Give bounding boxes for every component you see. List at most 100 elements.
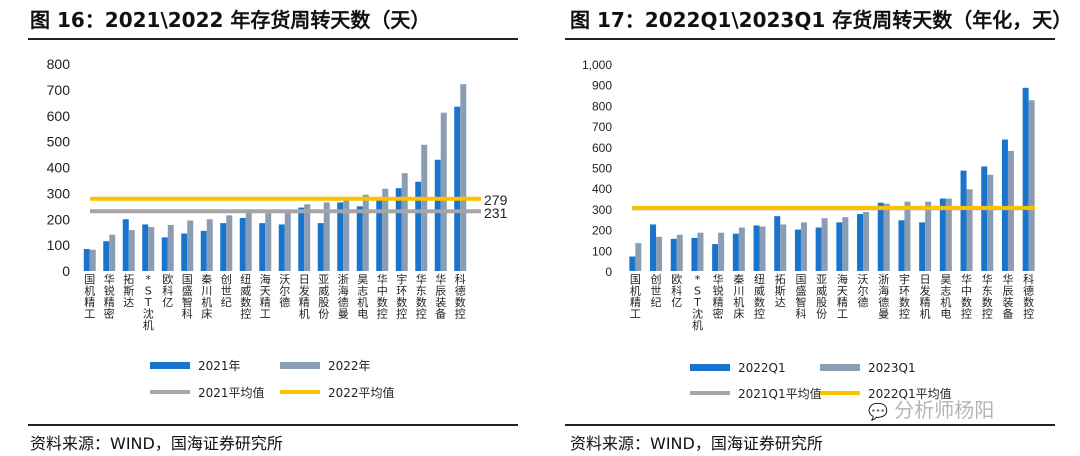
watermark: 💬 分析师杨阳 bbox=[868, 394, 994, 423]
c1-bar-s2 bbox=[966, 189, 973, 271]
c0-bar-s2 bbox=[440, 112, 447, 272]
c0-ytick-label: 300 bbox=[47, 185, 71, 201]
c1-bar-s1 bbox=[794, 229, 801, 271]
right-legend-avg2021q1-label: 2021Q1平均值 bbox=[738, 386, 822, 401]
c0-x-category-label: 宇环数控 bbox=[396, 273, 407, 321]
c0-bar-s1 bbox=[259, 223, 266, 271]
right-title-rule bbox=[565, 38, 1055, 40]
c1-bar-s2 bbox=[925, 201, 932, 271]
c1-bar-s1 bbox=[629, 256, 636, 271]
c1-bar-s1 bbox=[960, 170, 967, 271]
c1-x-category-label: * S T 沈机 bbox=[692, 273, 703, 332]
c1-bar-s2 bbox=[904, 201, 911, 271]
c1-x-category-label: 沃尔德 bbox=[858, 273, 869, 309]
right-legend-2023q1-swatch bbox=[820, 364, 860, 371]
c0-x-category-label: 华锐精密 bbox=[104, 272, 115, 321]
c1-x-category-label: 秦川机床 bbox=[733, 272, 744, 321]
c1-x-category-label: 浙海德曼 bbox=[878, 273, 889, 321]
c0-x-category-label: 华辰装备 bbox=[435, 272, 446, 321]
left-legend-2022-swatch bbox=[280, 362, 320, 369]
c0-bar-s1 bbox=[161, 237, 168, 271]
left-legend-2021-label: 2021年 bbox=[198, 359, 241, 373]
c1-bar-s1 bbox=[774, 216, 781, 271]
c1-x-category-label: 海天精工 bbox=[837, 272, 848, 321]
c1-ytick-label: 0 bbox=[605, 265, 612, 279]
c0-x-category-label: 科德数控 bbox=[455, 272, 466, 321]
c0-bar-s2 bbox=[206, 219, 213, 271]
c1-x-category-label: 纽威数控 bbox=[754, 272, 765, 321]
left-legend-2021-swatch bbox=[150, 362, 190, 369]
c1-x-category-label: 科德数控 bbox=[1023, 272, 1034, 321]
c0-bar-s1 bbox=[200, 230, 207, 271]
c0-ytick-label: 100 bbox=[47, 237, 71, 253]
c0-bar-s2 bbox=[109, 234, 116, 271]
c1-x-category-label: 国盛智科 bbox=[795, 273, 806, 321]
c0-bar-s2 bbox=[148, 227, 155, 271]
c0-x-category-label: 浙海德曼 bbox=[338, 273, 349, 321]
c0-bar-s1 bbox=[454, 106, 461, 271]
c0-x-category-label: * S T 沈机 bbox=[143, 273, 154, 332]
c0-bar-s2 bbox=[167, 224, 174, 271]
c0-bar-s1 bbox=[395, 188, 402, 271]
c0-average-value-label: 279 bbox=[484, 192, 508, 208]
c1-bar-s1 bbox=[836, 222, 843, 271]
left-source: 资料来源：WIND，国海证券研究所 bbox=[30, 434, 283, 453]
c1-bar-s2 bbox=[800, 222, 807, 271]
c1-bar-s2 bbox=[1007, 150, 1014, 271]
c0-bar-s1 bbox=[181, 233, 188, 271]
c1-ytick-label: 300 bbox=[592, 203, 612, 217]
c1-bar-s1 bbox=[1022, 87, 1029, 272]
c1-bar-s2 bbox=[883, 203, 890, 271]
c0-bar-s2 bbox=[226, 215, 233, 271]
c1-x-category-label: 华锐精密 bbox=[713, 272, 724, 321]
c1-ytick-label: 100 bbox=[592, 244, 612, 258]
c1-bar-s1 bbox=[1001, 139, 1008, 271]
left-legend-avg2022-label: 2022平均值 bbox=[328, 385, 395, 400]
c0-bar-s1 bbox=[298, 207, 305, 271]
c0-bar-s2 bbox=[323, 202, 330, 271]
c1-bar-s2 bbox=[945, 198, 952, 271]
c0-bar-s2 bbox=[382, 188, 389, 271]
c0-x-category-label: 秦川机床 bbox=[201, 272, 212, 321]
left-source-rule bbox=[28, 424, 518, 426]
c0-bar-s1 bbox=[220, 223, 227, 271]
c0-bar-s2 bbox=[187, 220, 194, 271]
c1-ytick-label: 500 bbox=[592, 162, 612, 176]
c0-ytick-label: 400 bbox=[47, 160, 71, 176]
c0-bar-s1 bbox=[434, 159, 441, 271]
c0-bar-s2 bbox=[89, 249, 96, 271]
c0-ytick-label: 600 bbox=[47, 108, 71, 124]
c1-ytick-label: 900 bbox=[592, 79, 612, 93]
c1-bar-s2 bbox=[842, 217, 849, 271]
right-figure-title: 图 17：2022Q1\2023Q1 存货周转天数（年化，天） bbox=[570, 8, 1073, 32]
c1-x-category-label: 国机精工 bbox=[630, 273, 641, 321]
c1-bar-s2 bbox=[738, 227, 745, 271]
c1-bar-s2 bbox=[780, 224, 787, 271]
c1-x-category-label: 华东数控 bbox=[982, 272, 993, 321]
c0-average-value-label: 231 bbox=[484, 205, 508, 221]
watermark-text: 分析师杨阳 bbox=[894, 398, 995, 422]
c1-bar-s1 bbox=[919, 222, 926, 271]
c1-bar-s1 bbox=[898, 220, 905, 271]
c1-bar-s1 bbox=[939, 198, 946, 271]
c0-bar-s2 bbox=[245, 212, 252, 271]
c1-bar-s2 bbox=[1028, 100, 1035, 271]
c1-ytick-label: 800 bbox=[592, 99, 612, 113]
c0-bar-s2 bbox=[284, 210, 291, 271]
c1-bar-s1 bbox=[981, 166, 988, 271]
c1-x-category-label: 昊志机电 bbox=[940, 273, 951, 321]
c0-bar-s2 bbox=[401, 173, 408, 271]
c0-ytick-label: 0 bbox=[62, 263, 70, 279]
c0-x-category-label: 亚威股份 bbox=[318, 273, 329, 321]
c0-x-category-label: 华东数控 bbox=[416, 272, 427, 321]
c0-x-category-label: 昊志机电 bbox=[357, 273, 368, 321]
c0-x-category-label: 海天精工 bbox=[260, 272, 271, 321]
c0-bar-s1 bbox=[317, 223, 324, 271]
c0-x-category-label: 欧科亿 bbox=[162, 273, 173, 309]
c1-x-category-label: 宇环数控 bbox=[899, 273, 910, 321]
c1-x-category-label: 亚威股份 bbox=[816, 273, 827, 321]
c1-x-category-label: 华辰装备 bbox=[1002, 272, 1013, 321]
c0-ytick-label: 800 bbox=[47, 56, 71, 72]
c0-bar-s1 bbox=[142, 224, 149, 271]
